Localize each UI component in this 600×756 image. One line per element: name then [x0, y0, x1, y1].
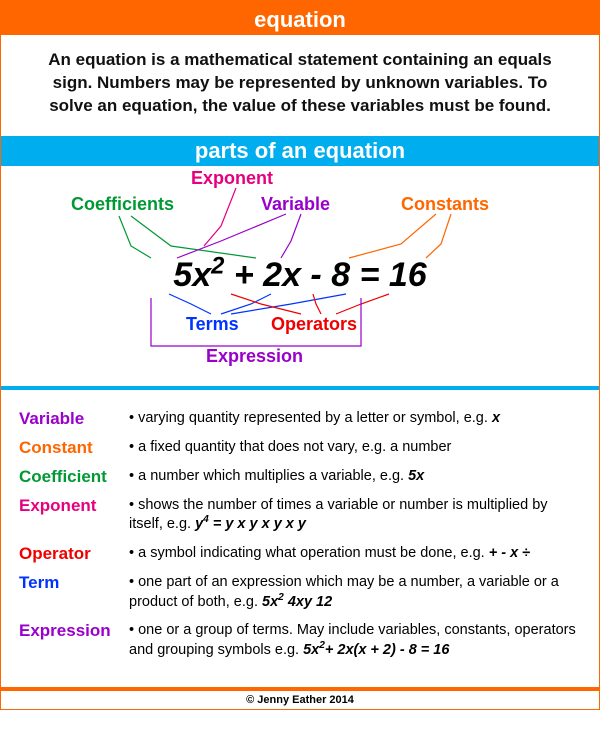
label-constants: Constants	[401, 194, 489, 215]
definition-term: Constant	[19, 438, 119, 458]
definition-row: Constant • a fixed quantity that does not…	[19, 438, 581, 458]
definition-body: • one or a group of terms. May include v…	[129, 621, 581, 660]
definition-body: • one part of an expression which may be…	[129, 573, 581, 612]
label-operators: Operators	[271, 314, 357, 335]
definition-term: Term	[19, 573, 119, 593]
label-variable: Variable	[261, 194, 330, 215]
eq-coeff-1: 5	[173, 256, 192, 294]
definition-row: Variable • varying quantity represented b…	[19, 409, 581, 429]
definition-row: Term • one part of an expression which ma…	[19, 573, 581, 612]
diagram-area: Exponent Coefficients Variable Constants…	[1, 166, 599, 386]
label-expression: Expression	[206, 346, 303, 367]
definition-body: • varying quantity represented by a lett…	[129, 409, 500, 429]
label-exponent: Exponent	[191, 168, 273, 189]
definition-row: Expression • one or a group of terms. May…	[19, 621, 581, 660]
eq-plus: +	[224, 256, 263, 294]
infographic-container: equation An equation is a mathematical s…	[0, 0, 600, 710]
definition-term: Coefficient	[19, 467, 119, 487]
definition-body: • a symbol indicating what operation mus…	[129, 544, 530, 564]
eq-minus: -	[301, 256, 331, 294]
intro-text: An equation is a mathematical statement …	[1, 35, 599, 136]
definition-body: • shows the number of times a variable o…	[129, 496, 581, 535]
eq-exp-1: 2	[211, 252, 224, 279]
eq-var-2: x	[282, 256, 301, 294]
definition-term: Operator	[19, 544, 119, 564]
definition-row: Exponent • shows the number of times a va…	[19, 496, 581, 535]
definition-term: Variable	[19, 409, 119, 429]
copyright: © Jenny Eather 2014	[1, 691, 599, 709]
definition-body: • a fixed quantity that does not vary, e…	[129, 438, 451, 458]
definition-body: • a number which multiplies a variable, …	[129, 467, 424, 487]
equation: 5x2 + 2x - 8 = 16	[173, 256, 426, 295]
definitions: Variable • varying quantity represented b…	[1, 390, 599, 687]
eq-coeff-2: 2	[263, 256, 282, 294]
definition-row: Coefficient • a number which multiplies a…	[19, 467, 581, 487]
subtitle-bar: parts of an equation	[1, 136, 599, 166]
eq-var-1: x	[192, 256, 211, 294]
eq-equals: =	[350, 256, 389, 294]
title-bar: equation	[1, 5, 599, 35]
definition-row: Operator • a symbol indicating what opera…	[19, 544, 581, 564]
eq-const-1: 8	[331, 256, 350, 294]
eq-const-2: 16	[389, 256, 427, 294]
definition-term: Exponent	[19, 496, 119, 516]
label-coefficients: Coefficients	[71, 194, 174, 215]
definition-term: Expression	[19, 621, 119, 641]
label-terms: Terms	[186, 314, 239, 335]
